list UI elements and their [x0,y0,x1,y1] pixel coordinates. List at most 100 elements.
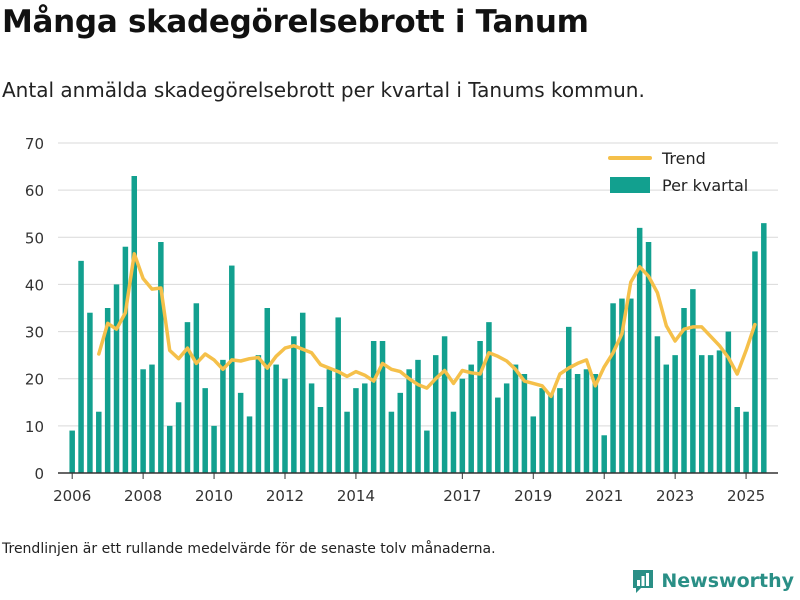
bar [486,322,492,473]
bar [388,411,395,473]
bar [716,350,723,473]
newsworthy-logo-icon [633,570,654,593]
y-tick-label: 70 [25,135,44,153]
bar [725,331,732,473]
bar [246,416,253,473]
bar [184,322,191,473]
y-tick-label: 60 [25,182,44,200]
y-tick-label: 0 [34,465,44,483]
chart-title: Många skadegörelsebrott i Tanum [2,4,589,40]
bar [441,336,448,473]
bar [202,388,208,473]
legend-trend-label: Trend [661,149,706,168]
newsworthy-brand[interactable]: Newsworthy [631,568,794,594]
y-tick-label: 40 [25,276,44,294]
y-tick-label: 30 [25,324,44,342]
bar [229,265,235,473]
bar [344,411,350,473]
bar [335,317,341,473]
bar [255,355,262,473]
bar [406,369,412,473]
x-tick-label: 2008 [124,487,162,505]
bar [273,364,279,473]
brand-name: Newsworthy [661,570,794,592]
x-tick-label: 2012 [266,487,304,505]
bar [734,407,740,473]
bar [459,378,466,473]
bar [583,369,590,473]
bar [592,374,599,473]
bar [548,392,554,473]
bar [557,388,563,473]
x-tick-label: 2014 [337,487,375,505]
bar [645,242,652,473]
x-tick-label: 2023 [656,487,694,505]
bar [131,176,138,473]
bar [308,383,315,473]
y-tick-label: 10 [25,418,44,436]
bar [96,411,102,473]
chart-subtitle: Antal anmälda skadegörelsebrott per kvar… [2,78,645,102]
bar [495,397,501,473]
bar [698,355,705,473]
x-tick-label: 2021 [585,487,623,505]
bar [211,425,217,473]
x-tick-label: 2025 [727,487,765,505]
x-tick-label: 2019 [514,487,552,505]
bar [610,303,616,473]
x-tick-label: 2017 [443,487,481,505]
bar [690,289,696,473]
bar [122,246,129,473]
bar [326,369,333,473]
y-tick-label: 20 [25,371,44,389]
bar [149,364,155,473]
bar [761,223,767,473]
bar [282,378,288,473]
bar [113,284,120,473]
trend-line [97,252,757,399]
bar [78,260,84,473]
bar [370,341,377,473]
bar [299,312,306,473]
bar [707,355,714,473]
x-tick-label: 2010 [195,487,233,505]
quarterly-damage-crimes-chart: 0 10 20 30 40 50 60 70 2006 2008 2010 2012 2014 2017 2… [25,135,778,505]
bar [353,388,359,473]
bar [619,298,625,473]
bar [424,430,430,473]
bar [87,312,93,473]
bar [601,435,607,473]
bar [468,364,474,473]
bar [166,425,173,473]
bar [743,411,749,473]
bar [663,364,670,473]
bar [539,388,545,473]
bar [175,402,182,473]
bar [379,341,386,473]
legend-bar-label: Per kvartal [662,176,748,195]
bar [291,336,297,473]
bar [574,374,581,473]
bar [477,341,483,473]
bar [752,251,758,473]
bar [628,298,634,473]
bar [681,308,687,473]
bar [521,374,528,473]
bar [450,411,457,473]
bar [397,392,404,473]
bar [503,383,510,473]
bar [69,430,75,473]
bar [317,407,324,473]
bar [415,359,421,473]
bar [565,326,572,473]
bar [512,364,519,473]
bar [362,383,368,473]
bar [432,355,439,473]
trend-footnote: Trendlinjen är ett rullande medelvärde f… [2,541,496,557]
bar [237,392,244,473]
x-tick-label: 2006 [53,487,91,505]
bar [158,242,164,473]
bar [672,355,678,473]
bar [193,303,200,473]
bar [140,369,146,473]
